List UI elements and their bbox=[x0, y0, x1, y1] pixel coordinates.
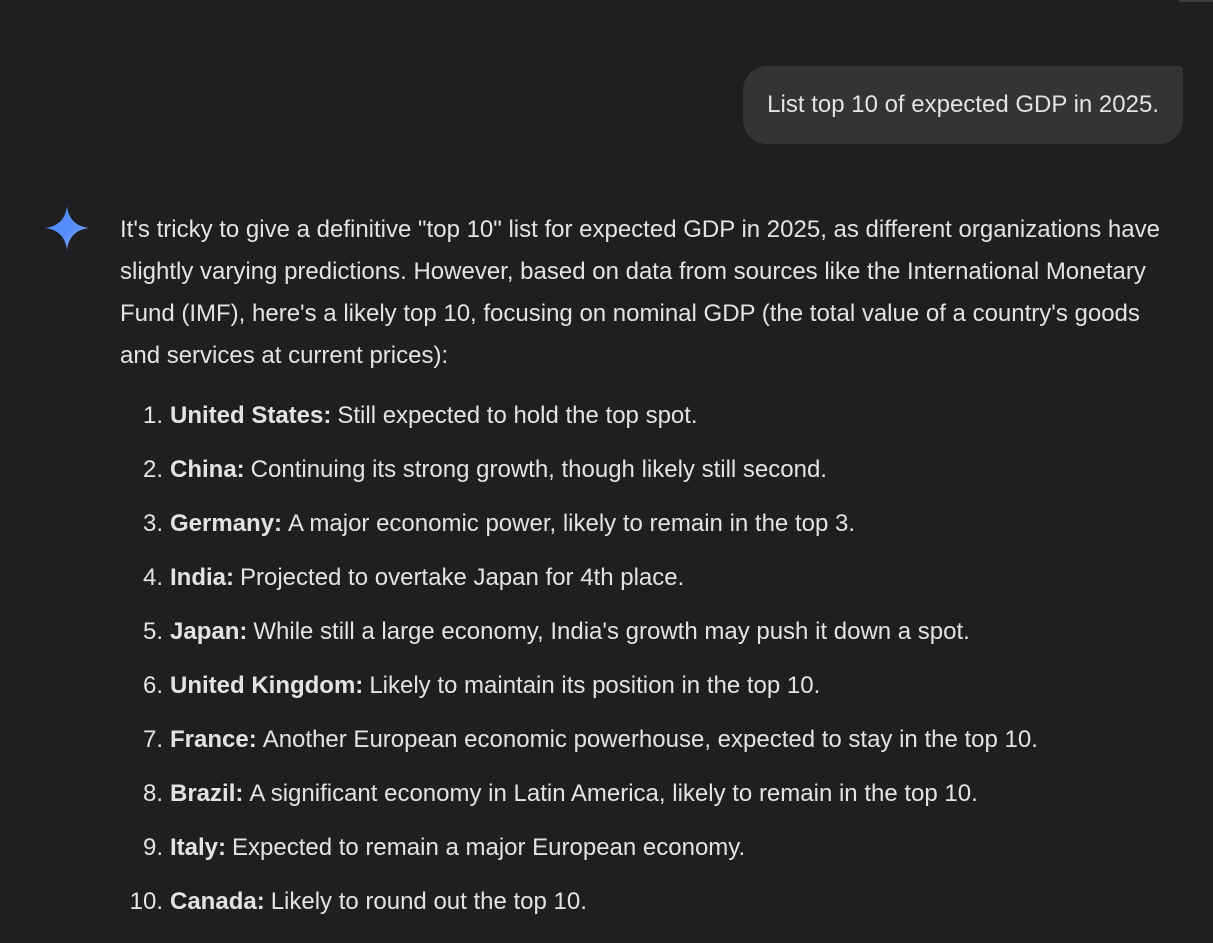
country-description: Likely to round out the top 10. bbox=[270, 888, 587, 915]
list-number: 3. bbox=[142, 510, 163, 537]
list-item: 3. Germany: A major economic power, like… bbox=[120, 497, 1160, 551]
list-item: 5. Japan: While still a large economy, I… bbox=[120, 605, 1160, 659]
response-intro: It's tricky to give a definitive "top 10… bbox=[120, 216, 1160, 369]
country-description: Continuing its strong growth, though lik… bbox=[250, 456, 827, 483]
list-number: 6. bbox=[142, 672, 163, 699]
country-name: China: bbox=[170, 456, 245, 483]
list-number: 7. bbox=[142, 726, 163, 753]
country-description: Another European economic powerhouse, ex… bbox=[262, 726, 1038, 753]
country-name: Germany: bbox=[170, 510, 283, 537]
country-description: A major economic power, likely to remain… bbox=[288, 510, 855, 537]
list-number: 1. bbox=[142, 402, 163, 429]
country-description: Still expected to hold the top spot. bbox=[337, 402, 698, 429]
country-description: While still a large economy, India's gro… bbox=[253, 618, 970, 645]
list-item: 10. Canada: Likely to round out the top … bbox=[120, 875, 1160, 929]
country-description: Projected to overtake Japan for 4th plac… bbox=[240, 564, 685, 591]
country-name: Italy: bbox=[170, 834, 227, 861]
country-name: India: bbox=[170, 564, 234, 591]
list-number: 8. bbox=[142, 780, 163, 807]
country-description: Expected to remain a major European econ… bbox=[232, 834, 746, 861]
list-item: 9. Italy: Expected to remain a major Eur… bbox=[120, 821, 1160, 875]
gdp-list: 1. United States: Still expected to hold… bbox=[120, 389, 1160, 929]
list-item: 2. China: Continuing its strong growth, … bbox=[120, 443, 1160, 497]
country-name: France: bbox=[170, 726, 257, 753]
country-name: Japan: bbox=[170, 618, 248, 645]
list-number: 2. bbox=[142, 456, 163, 483]
gemini-sparkle-icon bbox=[44, 205, 90, 251]
user-message-text: List top 10 of expected GDP in 2025. bbox=[767, 91, 1159, 118]
assistant-response: It's tricky to give a definitive "top 10… bbox=[120, 209, 1160, 929]
list-item: 4. India: Projected to overtake Japan fo… bbox=[120, 551, 1160, 605]
scrollbar[interactable] bbox=[1179, 0, 1213, 2]
user-message-bubble: List top 10 of expected GDP in 2025. bbox=[743, 66, 1183, 144]
country-description: A significant economy in Latin America, … bbox=[249, 780, 978, 807]
list-number: 10. bbox=[129, 888, 163, 915]
list-item: 1. United States: Still expected to hold… bbox=[120, 389, 1160, 443]
list-number: 9. bbox=[142, 834, 163, 861]
country-name: United Kingdom: bbox=[170, 672, 364, 699]
list-number: 5. bbox=[142, 618, 163, 645]
country-description: Likely to maintain its position in the t… bbox=[369, 672, 821, 699]
country-name: United States: bbox=[170, 402, 332, 429]
list-item: 7. France: Another European economic pow… bbox=[120, 713, 1160, 767]
country-name: Canada: bbox=[170, 888, 265, 915]
list-item: 8. Brazil: A significant economy in Lati… bbox=[120, 767, 1160, 821]
list-item: 6. United Kingdom: Likely to maintain it… bbox=[120, 659, 1160, 713]
list-number: 4. bbox=[142, 564, 163, 591]
country-name: Brazil: bbox=[170, 780, 244, 807]
